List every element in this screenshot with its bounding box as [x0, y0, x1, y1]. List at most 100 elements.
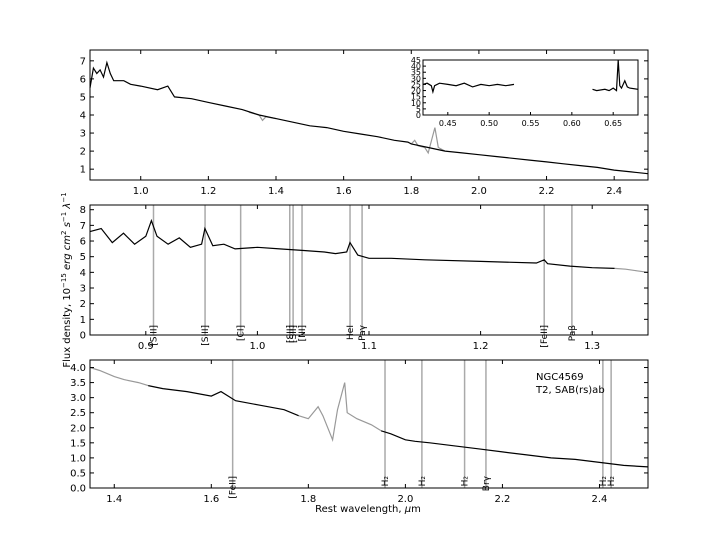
inset-x-tick-label: 0.55 — [522, 119, 540, 128]
spectrum-line — [380, 430, 649, 468]
x-tick-label: 1.0 — [249, 341, 265, 352]
y-tick-label: 3 — [80, 284, 86, 295]
y-tick-label: 4.0 — [70, 363, 86, 374]
line-label: [CI] — [237, 325, 247, 341]
spectrum-line — [148, 385, 299, 417]
y-axis-label: Flux density, 10−15 erg cm2 s−1 λ−1 — [60, 192, 73, 367]
y-tick-label: 1 — [80, 165, 86, 176]
inset-spectrum-line — [422, 82, 515, 95]
x-tick-label: 1.2 — [200, 186, 216, 197]
y-label-exp2: 2 — [60, 230, 68, 234]
x-tick-label: 1.1 — [361, 341, 377, 352]
line-label: Paγ — [358, 324, 368, 341]
y-tick-label: 2 — [80, 299, 86, 310]
panel-middle: [SIII] [SIII] [CI] [SII][SII][NI] HeI Paγ [FeI… — [80, 204, 649, 352]
inset-background — [423, 60, 638, 115]
x-tick-label: 2.4 — [592, 494, 608, 505]
y-tick-label: 3.0 — [70, 393, 86, 404]
y-tick-label: 0.0 — [70, 484, 86, 495]
inset-y-tick-label: 30 — [411, 74, 421, 83]
y-tick-label: 2.5 — [70, 408, 86, 419]
inset-x-tick-label: 0.65 — [604, 119, 622, 128]
x-tick-label: 2.0 — [397, 494, 413, 505]
y-tick-label: 6 — [80, 237, 86, 248]
line-label: [NI] — [298, 325, 308, 341]
y-label-erg: erg cm — [62, 235, 73, 273]
x-tick-label: 1.8 — [300, 494, 316, 505]
x-tick-label: 1.3 — [584, 341, 600, 352]
y-tick-label: 2.0 — [70, 423, 86, 434]
y-tick-label: 7 — [80, 56, 86, 67]
y-label-part1: Flux density, 10 — [62, 288, 73, 368]
plot-frame — [89, 359, 649, 489]
line-label: [SII] — [289, 325, 299, 343]
inset-x-tick-label: 0.60 — [563, 119, 581, 128]
plot-frame — [89, 204, 649, 336]
y-tick-label: 6 — [80, 74, 86, 85]
x-axis-label-text: Rest wavelength, — [315, 504, 405, 515]
y-label-lambda: λ — [62, 203, 73, 212]
y-tick-label: 4 — [80, 268, 86, 279]
y-tick-label: 1.5 — [70, 438, 86, 449]
y-tick-label: 4 — [80, 111, 86, 122]
masked-spectrum-segment — [614, 267, 649, 273]
y-tick-label: 7 — [80, 221, 86, 232]
y-tick-label: 0 — [80, 331, 86, 342]
y-tick-label: 3 — [80, 129, 86, 140]
masked-spectrum-segment — [89, 366, 149, 387]
x-tick-label: 2.2 — [539, 186, 555, 197]
line-label: HeI — [346, 325, 356, 340]
masked-spectrum-segment — [410, 127, 446, 155]
y-label-s: s — [62, 222, 73, 230]
inset-x-tick-label: 0.50 — [480, 119, 498, 128]
y-label-exp3: −1 — [60, 212, 68, 222]
y-tick-label: 5 — [80, 92, 86, 103]
inset-y-tick-label: 10 — [411, 99, 421, 108]
x-tick-label: 1.2 — [473, 341, 489, 352]
line-label: Brγ — [482, 475, 492, 491]
x-tick-label: 0.9 — [138, 341, 154, 352]
inset-y-tick-label: 20 — [411, 87, 421, 96]
x-tick-label: 2.2 — [494, 494, 510, 505]
x-axis-label-unit: μ — [404, 504, 411, 515]
y-tick-label: 1 — [80, 315, 86, 326]
spectrum-line — [89, 60, 649, 175]
inset-x-tick-label: 0.45 — [439, 119, 457, 128]
inset-y-tick-label: 45 — [411, 56, 421, 65]
y-tick-label: 2 — [80, 147, 86, 158]
line-label: H₂ — [418, 476, 428, 487]
inset-y-tick-label: 40 — [411, 62, 421, 71]
line-label: H₂ — [381, 476, 391, 487]
line-label: H₂ — [607, 476, 617, 487]
y-tick-label: 0.5 — [70, 468, 86, 479]
spectrum-line — [89, 218, 615, 269]
x-tick-label: 1.6 — [336, 186, 352, 197]
x-tick-label: 1.0 — [133, 186, 149, 197]
y-tick-label: 5 — [80, 252, 86, 263]
y-tick-label: 8 — [80, 205, 86, 216]
y-label-exp1: −15 — [60, 273, 68, 288]
line-label: [FeII] — [229, 476, 239, 499]
x-axis-label: Rest wavelength, μm — [315, 504, 421, 515]
inset-y-tick-label: 35 — [411, 68, 421, 77]
line-label: Paβ — [568, 325, 578, 342]
y-label-exp4: −1 — [60, 192, 68, 202]
inset-y-tick-label: 5 — [416, 105, 421, 114]
x-tick-label: 2.0 — [471, 186, 487, 197]
inset-y-tick-label: 0 — [416, 111, 421, 120]
x-tick-label: 1.4 — [268, 186, 284, 197]
line-label: H₂ — [599, 476, 609, 487]
line-label: [FeII] — [540, 325, 550, 348]
inset-y-tick-label: 15 — [411, 93, 421, 102]
object-name: NGC4569 — [536, 372, 584, 383]
x-tick-label: 1.6 — [203, 494, 219, 505]
x-tick-label: 2.4 — [606, 186, 622, 197]
line-label: [SII] — [286, 325, 296, 343]
object-classification: T2, SAB(rs)ab — [535, 385, 605, 396]
y-tick-label: 1.0 — [70, 453, 86, 464]
